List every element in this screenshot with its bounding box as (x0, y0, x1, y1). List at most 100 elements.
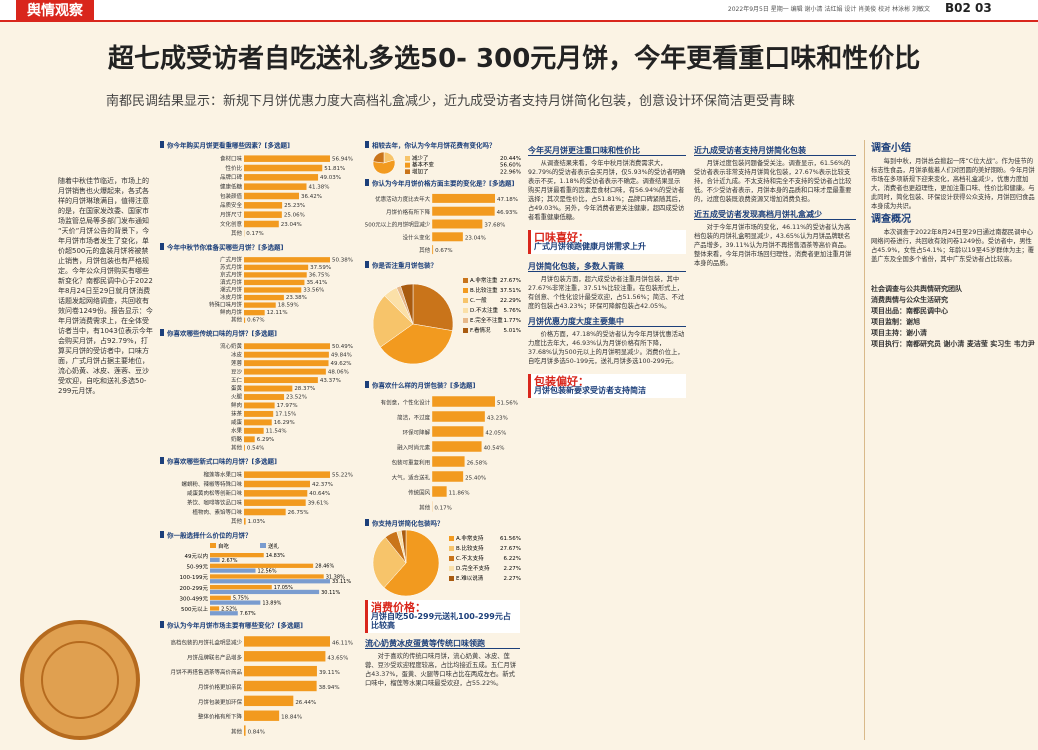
value-label: 2.52% (221, 606, 237, 612)
category-label: 其他 (419, 504, 431, 512)
chart: 你喜欢哪些新式口味的月饼？[多选题] 榴莲等水果口味 55.22% 螺蛳粉、辣椒等特殊… (160, 457, 353, 525)
value-label: 17.97% (277, 403, 298, 409)
value-label: 27.67% (500, 278, 521, 284)
bar (210, 589, 320, 595)
value-label: 22.96% (500, 169, 521, 174)
sidebar-heading: 调查小结 (871, 143, 911, 154)
title-marker (365, 179, 369, 186)
category-label: 莲蓉 (231, 359, 243, 367)
value-label: 41.38% (308, 185, 329, 191)
sidebar-text: 每到中秋，月饼总会掀起一阵“C位大战”。作为佳节的标志性食品，月饼承载着人们对团… (871, 158, 1035, 210)
value-label: 37.59% (310, 265, 331, 271)
value-label: 13.89% (262, 601, 281, 607)
chart-title: 你今年购买月饼更看重哪些因素？[多选题] (166, 141, 290, 150)
credit-line: 项目出品：南都民调中心 (871, 307, 948, 315)
category-label: 咸蛋 (231, 418, 243, 426)
value-label: 2.27% (504, 566, 521, 572)
category-label: 榴莲等水果口味 (203, 471, 242, 479)
category-label: 500元以上的月饼明显减少 (365, 221, 431, 229)
category-label: 抹茶 (231, 410, 243, 418)
value-label: 36.42% (301, 194, 322, 200)
legend-swatch (449, 576, 454, 581)
category-label: 性价比 (225, 164, 242, 172)
bar (210, 563, 314, 568)
value-label: 5.76% (504, 308, 521, 314)
category-label: 其他 (231, 443, 243, 451)
value-label: 6.29% (257, 437, 274, 443)
category-label: 增加了 (412, 167, 429, 174)
value-label: 31.38% (326, 574, 345, 580)
bar (244, 368, 326, 375)
bar (210, 611, 238, 616)
sidebar-heading: 调查概况 (871, 214, 911, 225)
value-label: 0.67% (435, 248, 452, 254)
category-label: 植物肉、素馅等口味 (192, 508, 242, 516)
legend-swatch (463, 298, 468, 303)
callout-label: 消费价格： (371, 601, 426, 614)
bar (210, 557, 220, 563)
callout-label: 包装偏好： (534, 375, 589, 388)
chart-title: 你认为今年月饼市场主要有哪些变化？[多选题] (166, 621, 303, 630)
value-label: 6.22% (504, 556, 521, 562)
value-label: 26.44% (295, 700, 316, 706)
subtitle: 南都民调结果显示：新规下月饼优惠力度大高档礼盒减少，近九成受访者支持月饼简化包装… (106, 94, 796, 109)
value-label: 1.03% (248, 519, 265, 525)
pie-slice (383, 529, 440, 596)
category-label: 月饼不再搭售酒茶等高价商品 (170, 668, 242, 676)
legend-swatch (449, 566, 454, 571)
bar (244, 471, 330, 478)
value-label: 0.84% (248, 730, 265, 736)
bar (244, 436, 255, 443)
value-label: 38.94% (319, 685, 340, 691)
bar (244, 279, 305, 286)
legend-swatch (463, 308, 468, 313)
category-label: 200-299元 (180, 585, 209, 592)
bar (244, 272, 307, 278)
value-label: 40.64% (309, 491, 330, 497)
legend-label: 送礼 (268, 542, 280, 550)
value-label: 16.29% (274, 420, 295, 426)
article-text: 对于今年月饼市场的变化，46.11%的受访者认为高档包装的月饼礼盒明显减少，43… (694, 224, 852, 267)
category-label: 文化创意 (220, 220, 243, 228)
title-marker (160, 243, 164, 250)
value-label: 36.75% (309, 272, 330, 278)
value-label: 43.65% (327, 655, 348, 661)
bar (244, 710, 280, 721)
value-label: 48.06% (328, 369, 349, 375)
category-label: 优惠活动力度比去年大 (375, 195, 431, 203)
category-label: 其他 (419, 246, 431, 254)
legend-label: 自吃 (218, 542, 230, 550)
article-text: 从调查结果来看，今年中秋月饼消费需求大，92.79%的受访者表示会买月饼，仅5.… (528, 160, 686, 221)
value-label: 1.77% (504, 318, 521, 324)
category-label: 融入时尚元素 (397, 444, 431, 452)
category-label: A.非常注重 (470, 276, 498, 284)
bar (244, 636, 330, 647)
bar (244, 183, 307, 190)
bar (432, 219, 483, 229)
value-label: 56.94% (332, 157, 353, 163)
category-label: 包装颜值 (220, 192, 243, 200)
bar (210, 553, 264, 558)
title-marker (160, 457, 164, 464)
bar (244, 665, 317, 677)
value-label: 33.11% (332, 579, 351, 585)
value-label: 23.04% (281, 222, 302, 228)
value-label: 28.37% (294, 386, 315, 392)
bar (432, 471, 464, 482)
bar (244, 499, 306, 506)
bar (244, 264, 309, 270)
value-label: 49.62% (331, 361, 352, 367)
title-marker (160, 141, 164, 148)
legend-swatch (463, 288, 468, 293)
bar (244, 394, 285, 400)
bar (244, 419, 272, 426)
article-heading: 流心奶黄冰皮蛋黄等传统口味领跑 (365, 639, 520, 649)
bar (210, 574, 324, 579)
legend-swatch (463, 328, 468, 333)
bar (244, 695, 294, 707)
value-label: 47.18% (497, 197, 518, 203)
category-label: B.比较支持 (456, 544, 484, 552)
value-label: 37.68% (484, 223, 505, 229)
credit-line: 社会调查与公共舆情研究团队 (871, 285, 962, 293)
legend-swatch (449, 556, 454, 561)
